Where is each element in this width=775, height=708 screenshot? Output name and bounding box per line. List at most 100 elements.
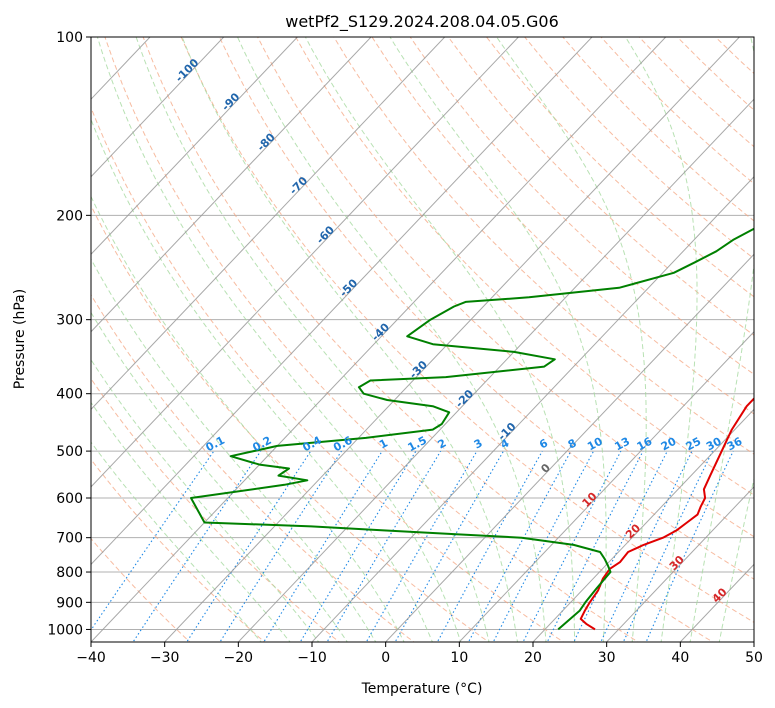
dry-adiabat	[91, 458, 266, 642]
moist-adiabat	[135, 37, 490, 642]
isotherm-label: -40	[369, 320, 392, 343]
mixing-ratio-line	[219, 450, 342, 642]
moist-adiabat	[181, 37, 519, 642]
mixing-ratio-label: 1	[377, 436, 390, 451]
dry-adiabat	[638, 37, 754, 148]
dry-adiabat	[447, 37, 754, 336]
y-tick-label: 200	[56, 208, 83, 224]
mixing-ratio-line	[645, 450, 734, 642]
y-tick-label: 600	[56, 491, 83, 507]
dry-adiabat	[257, 37, 754, 538]
y-tick-label: 900	[56, 595, 83, 611]
mixing-ratio-line	[436, 450, 543, 642]
moist-adiabat	[91, 311, 348, 642]
moist-adiabat	[91, 358, 320, 642]
moist-adiabat	[96, 37, 462, 642]
y-tick-label: 500	[56, 444, 83, 460]
dry-adiabat	[333, 37, 754, 455]
x-tick-label: 20	[524, 650, 542, 666]
mixing-ratio-line	[91, 450, 215, 631]
mixing-ratio-label: 25	[684, 435, 704, 454]
moist-adiabat	[718, 476, 754, 642]
x-tick-label: 40	[671, 650, 689, 666]
dry-adiabat	[91, 293, 415, 642]
isotherm-line	[163, 37, 741, 642]
moist-adiabat	[496, 37, 647, 642]
chart-title: wetPf2_S129.2024.208.04.05.G06	[285, 12, 559, 32]
mixing-ratio-label: 3	[472, 436, 485, 451]
x-tick-label: −10	[297, 650, 327, 666]
isotherm-line	[532, 408, 754, 642]
mixing-ratio-label: 36	[725, 435, 745, 454]
x-tick-label: −20	[224, 650, 254, 666]
isotherm-line	[753, 641, 754, 642]
x-tick-label: −40	[76, 650, 106, 666]
mixing-ratio-line	[546, 450, 644, 642]
mixing-ratio-line	[132, 450, 262, 642]
mixing-ratio-line	[492, 450, 595, 642]
dry-adiabat	[295, 37, 754, 496]
x-tick-label: 10	[450, 650, 468, 666]
mixing-ratio-label: 10	[585, 435, 605, 454]
y-tick-label: 400	[56, 387, 83, 403]
isotherm-line	[311, 176, 754, 642]
dry-adiabat	[486, 37, 754, 298]
dewpoint-profile-line	[190, 227, 754, 631]
mixing-ratio-label: 30	[704, 435, 724, 454]
isotherm-label: -60	[314, 223, 337, 246]
dry-adiabat	[91, 377, 341, 642]
plot-frame	[90, 36, 755, 643]
isotherm-line	[91, 37, 225, 178]
isotherm-label: 10	[580, 490, 600, 510]
isotherm-line	[91, 37, 593, 566]
isotherm-line	[91, 37, 520, 488]
mixing-ratio-line	[522, 450, 622, 642]
isotherm-line	[384, 253, 754, 642]
y-tick-label: 100	[56, 30, 83, 46]
x-tick-label: 0	[381, 650, 390, 666]
dry-adiabat	[180, 37, 754, 623]
x-tick-label: 50	[745, 650, 763, 666]
dry-adiabat	[218, 37, 754, 580]
isotherm-line	[458, 331, 754, 642]
mixing-ratio-label: 20	[659, 435, 679, 454]
mixing-ratio-label: 13	[612, 435, 632, 454]
isotherm-label: -100	[173, 56, 202, 85]
dry-adiabat	[142, 37, 714, 642]
mixing-ratio-line	[263, 450, 383, 642]
temperature-profile-line	[579, 397, 754, 631]
y-axis-label: Pressure (hPa)	[12, 289, 28, 389]
moist-adiabat	[304, 37, 576, 642]
moist-adiabat	[689, 37, 754, 642]
dry-adiabat	[91, 537, 191, 642]
mixing-ratio-line	[467, 450, 572, 642]
isotherm-line	[605, 486, 754, 642]
mixing-ratio-line	[622, 450, 713, 642]
mixing-ratio-label: 6	[537, 436, 550, 451]
isotherm-line	[91, 37, 446, 411]
isotherm-label: -80	[255, 130, 278, 153]
dry-adiabat	[753, 37, 754, 39]
y-tick-label: 300	[56, 313, 83, 329]
dry-adiabat	[524, 37, 754, 260]
isotherm-line	[91, 37, 299, 256]
x-tick-label: −30	[150, 650, 180, 666]
moist-adiabat	[91, 441, 262, 642]
moist-adiabat	[625, 37, 698, 642]
mixing-ratio-line	[600, 450, 693, 642]
isotherm-line	[91, 37, 372, 333]
isotherm-label: -50	[337, 276, 360, 299]
dry-adiabat	[91, 106, 565, 642]
y-tick-label: 1000	[47, 622, 83, 638]
isotherm-label: -90	[219, 90, 242, 113]
mixing-ratio-label: 8	[566, 436, 579, 451]
isotherm-line	[237, 98, 754, 642]
y-tick-label: 800	[56, 565, 83, 581]
x-tick-label: 30	[598, 650, 616, 666]
isotherm-label: -70	[287, 174, 310, 197]
mixing-ratio-label: 16	[635, 435, 655, 454]
isotherm-line	[91, 37, 667, 642]
mixing-ratio-line	[186, 450, 312, 642]
x-axis-label: Temperature (°C)	[361, 681, 483, 697]
